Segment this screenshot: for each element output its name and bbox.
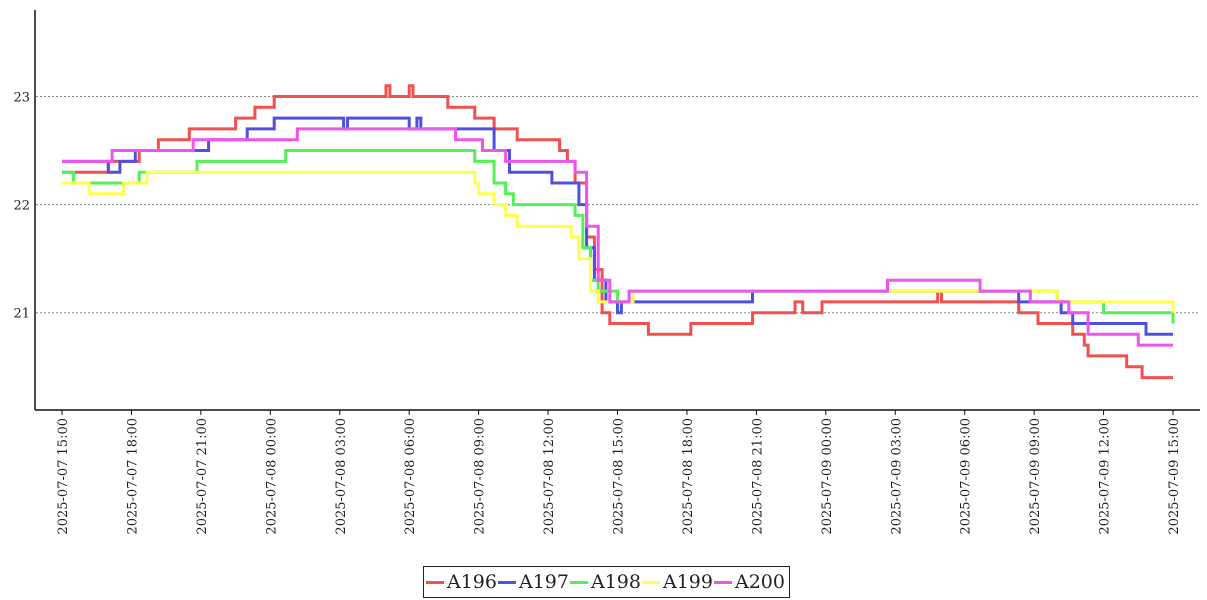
x-tick-label: 2025-07-09 00:00 [820, 418, 835, 535]
legend-swatch [426, 580, 444, 584]
legend-label: A197 [519, 571, 569, 593]
legend-item-a198: A198 [570, 571, 641, 593]
x-tick-label: 2025-07-08 06:00 [403, 418, 418, 535]
x-tick-label: 2025-07-09 06:00 [959, 418, 974, 535]
legend-label: A199 [663, 571, 713, 593]
x-tick-label: 2025-07-09 15:00 [1167, 418, 1182, 535]
legend-swatch [642, 580, 660, 584]
y-tick-label: 22 [13, 199, 30, 214]
series-line-a200 [62, 127, 1173, 347]
series-line-a196 [62, 84, 1173, 380]
legend-label: A200 [735, 571, 785, 593]
x-tick-label: 2025-07-08 21:00 [750, 418, 765, 535]
y-tick-labels: 21 22 23 [13, 90, 30, 321]
legend-swatch [570, 580, 588, 584]
x-tick-label: 2025-07-07 21:00 [195, 418, 210, 535]
series-line-a198 [62, 149, 1175, 324]
x-tick-label: 2025-07-07 15:00 [56, 418, 71, 535]
legend-item-a200: A200 [714, 571, 785, 593]
legend-item-a197: A197 [498, 571, 569, 593]
legend-item-a199: A199 [642, 571, 713, 593]
x-tick-label: 2025-07-07 18:00 [125, 418, 140, 535]
x-tick-label: 2025-07-09 12:00 [1098, 418, 1113, 535]
x-tick-label: 2025-07-09 09:00 [1028, 418, 1043, 535]
y-tick-label: 21 [13, 307, 30, 322]
legend-swatch [714, 580, 732, 584]
x-tick-label: 2025-07-08 09:00 [473, 418, 488, 535]
legend-label: A198 [591, 571, 641, 593]
x-tick-label: 2025-07-08 18:00 [681, 418, 696, 535]
x-tick-label: 2025-07-08 12:00 [542, 418, 557, 535]
x-tick-labels: 2025-07-07 15:00 2025-07-07 18:00 2025-07-… [56, 410, 1182, 535]
legend-swatch [498, 580, 516, 584]
legend: A196 A197 A198 A199 A200 [423, 566, 790, 598]
x-tick-label: 2025-07-08 00:00 [264, 418, 279, 535]
x-tick-label: 2025-07-09 03:00 [889, 418, 904, 535]
series-lines [62, 84, 1175, 380]
legend-item-a196: A196 [426, 571, 497, 593]
x-tick-label: 2025-07-08 15:00 [612, 418, 627, 535]
axes [34, 10, 1200, 411]
series-line-a199 [62, 170, 1175, 313]
legend-label: A196 [447, 571, 497, 593]
x-tick-label: 2025-07-08 03:00 [334, 418, 349, 535]
y-tick-label: 23 [13, 90, 30, 105]
